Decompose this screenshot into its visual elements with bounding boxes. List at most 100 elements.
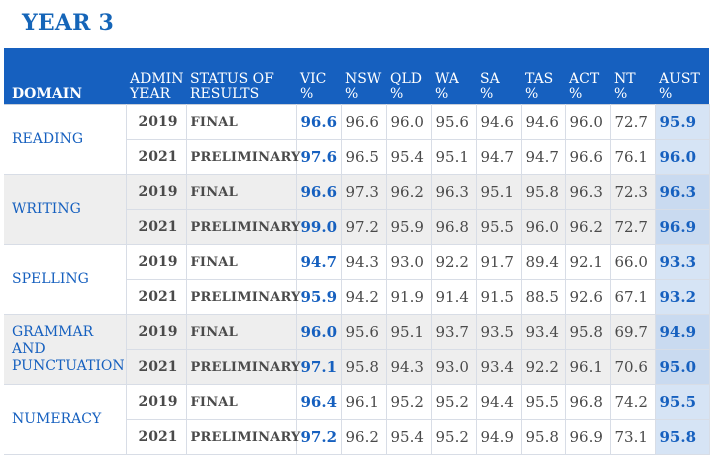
qld-value: 95.9	[386, 209, 432, 245]
vic-value: 94.7	[296, 244, 342, 280]
sa-value: 95.1	[476, 174, 522, 210]
act-value: 96.2	[565, 209, 611, 245]
vic-value: 96.0	[296, 314, 342, 350]
act-value: 92.1	[565, 244, 611, 280]
act-value: 96.9	[565, 419, 611, 455]
table-row: NUMERACY 2019 FINAL 96.4 96.1 95.2 95.2 94.4 95.…	[4, 384, 710, 455]
vic-value: 96.4	[296, 384, 342, 420]
sa-value: 93.4	[476, 349, 522, 385]
vic-value: 97.2	[296, 419, 342, 455]
nsw-value: 96.1	[341, 384, 387, 420]
nsw-value: 95.6	[341, 314, 387, 350]
domain-label: READING	[4, 104, 127, 175]
vic-value: 95.9	[296, 279, 342, 315]
act-value: 96.1	[565, 349, 611, 385]
nt-value: 74.2	[610, 384, 656, 420]
tas-value: 95.8	[521, 174, 566, 210]
wa-value: 96.3	[431, 174, 477, 210]
vic-value: 99.0	[296, 209, 342, 245]
admin-year-cell: 2019	[126, 314, 187, 350]
act-value: 92.6	[565, 279, 611, 315]
aust-value: 94.9	[655, 314, 710, 350]
tas-value: 92.2	[521, 349, 566, 385]
sa-value: 95.5	[476, 209, 522, 245]
wa-value: 95.1	[431, 139, 477, 175]
tas-value: 89.4	[521, 244, 566, 280]
admin-year-cell: 2019	[126, 244, 187, 280]
nt-value: 70.6	[610, 349, 656, 385]
status-cell: PRELIMINARY	[186, 419, 300, 455]
table-row: 2021 PRELIMINARY 97.1 95.8 94.3 93.0 93.4 92.2 9…	[4, 349, 710, 385]
tas-value: 95.8	[521, 419, 566, 455]
nt-value: 69.7	[610, 314, 656, 350]
status-cell: PRELIMINARY	[186, 279, 300, 315]
table-row: WRITING 2019 FINAL 96.6 97.3 96.2 96.3 95.1 95.8…	[4, 174, 710, 245]
qld-value: 95.4	[386, 139, 432, 175]
admin-year-cell: 2021	[126, 139, 187, 175]
nt-value: 76.1	[610, 139, 656, 175]
qld-value: 95.4	[386, 419, 432, 455]
header-domain: DOMAIN	[4, 48, 126, 105]
table-row: 2021 PRELIMINARY 95.9 94.2 91.9 91.4 91.5 88.5 9…	[4, 279, 710, 315]
aust-value: 93.3	[655, 244, 710, 280]
nsw-value: 97.3	[341, 174, 387, 210]
wa-value: 92.2	[431, 244, 477, 280]
aust-value: 95.8	[655, 419, 710, 455]
status-cell: FINAL	[186, 384, 297, 420]
nt-value: 72.3	[610, 174, 656, 210]
status-cell: PRELIMINARY	[186, 139, 300, 175]
sa-value: 93.5	[476, 314, 522, 350]
wa-value: 95.2	[431, 384, 477, 420]
qld-value: 94.3	[386, 349, 432, 385]
aust-value: 96.3	[655, 174, 710, 210]
nsw-value: 97.2	[341, 209, 387, 245]
admin-year-cell: 2021	[126, 349, 187, 385]
nt-value: 66.0	[610, 244, 656, 280]
header-admin-year: ADMIN YEAR	[126, 48, 186, 105]
page-title: YEAR 3	[22, 10, 114, 36]
vic-value: 97.1	[296, 349, 342, 385]
tas-value: 93.4	[521, 314, 566, 350]
header-wa: WA%	[431, 48, 476, 105]
act-value: 96.0	[565, 104, 611, 140]
vic-value: 97.6	[296, 139, 342, 175]
vic-value: 96.6	[296, 174, 342, 210]
tas-value: 96.0	[521, 209, 566, 245]
nsw-value: 96.6	[341, 104, 387, 140]
header-status: STATUS OF RESULTS	[186, 48, 296, 105]
domain-label: NUMERACY	[4, 384, 127, 455]
domain-label: SPELLING	[4, 244, 127, 315]
admin-year-cell: 2019	[126, 104, 187, 140]
header-act: ACT%	[565, 48, 610, 105]
nt-value: 73.1	[610, 419, 656, 455]
status-cell: PRELIMINARY	[186, 349, 300, 385]
sa-value: 94.7	[476, 139, 522, 175]
aust-value: 95.5	[655, 384, 710, 420]
admin-year-cell: 2021	[126, 279, 187, 315]
tas-value: 88.5	[521, 279, 566, 315]
table-row: 2021 PRELIMINARY 97.6 96.5 95.4 95.1 94.7 94.7 9…	[4, 139, 710, 175]
admin-year-cell: 2019	[126, 384, 187, 420]
status-cell: PRELIMINARY	[186, 209, 300, 245]
sa-value: 94.6	[476, 104, 522, 140]
qld-value: 91.9	[386, 279, 432, 315]
act-value: 95.8	[565, 314, 611, 350]
wa-value: 93.0	[431, 349, 477, 385]
qld-value: 93.0	[386, 244, 432, 280]
act-value: 96.8	[565, 384, 611, 420]
header-vic: VIC%	[296, 48, 341, 105]
aust-value: 93.2	[655, 279, 710, 315]
aust-value: 96.0	[655, 139, 710, 175]
aust-value: 95.0	[655, 349, 710, 385]
wa-value: 93.7	[431, 314, 477, 350]
wa-value: 91.4	[431, 279, 477, 315]
wa-value: 96.8	[431, 209, 477, 245]
header-row: DOMAIN ADMIN YEAR STATUS OF RESULTS VIC% N…	[4, 48, 709, 105]
qld-value: 96.2	[386, 174, 432, 210]
wa-value: 95.6	[431, 104, 477, 140]
status-cell: FINAL	[186, 104, 297, 140]
header-nt: NT%	[610, 48, 655, 105]
header-qld: QLD%	[386, 48, 431, 105]
header-tas: TAS%	[521, 48, 565, 105]
qld-value: 95.1	[386, 314, 432, 350]
